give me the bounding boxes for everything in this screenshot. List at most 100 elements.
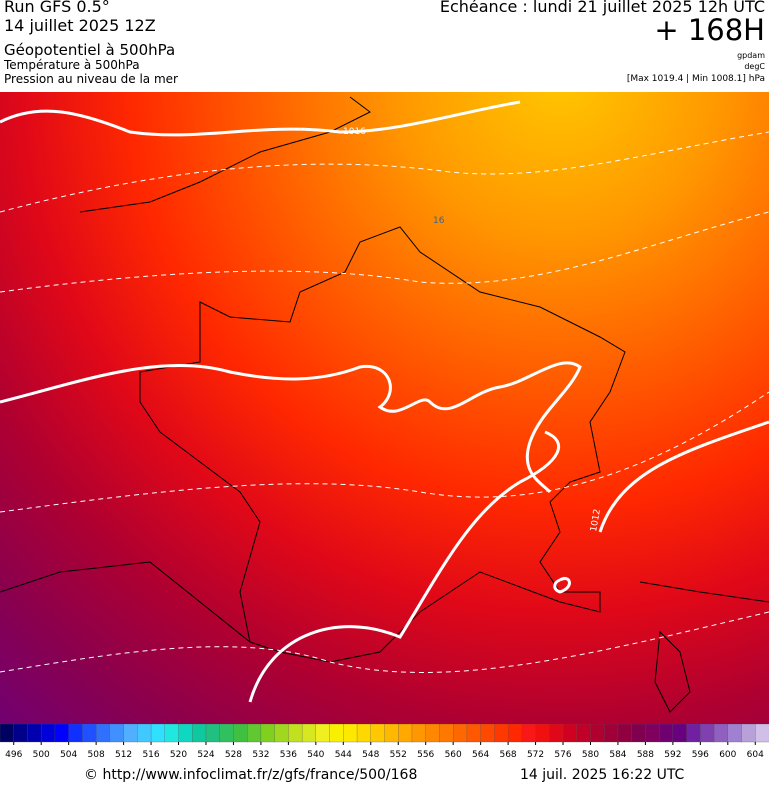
scale-label: 564 — [472, 750, 489, 760]
contour-label: 1012 — [589, 508, 603, 532]
scale-label: 512 — [115, 750, 132, 760]
scale-cell — [233, 724, 248, 743]
scale-label: 572 — [527, 750, 544, 760]
scale-cell — [205, 724, 221, 743]
scale-label: 532 — [252, 750, 269, 760]
scale-cell — [590, 724, 605, 743]
scale-cell — [439, 724, 454, 743]
pressure-range: [Max 1019.4 | Min 1008.1] hPa — [626, 74, 765, 84]
scale-cell — [219, 724, 235, 743]
scale-cell — [631, 724, 647, 743]
scale-cell — [164, 724, 180, 743]
scale-cell — [54, 724, 70, 743]
scale-label: 496 — [5, 750, 22, 760]
scale-label: 596 — [692, 750, 709, 760]
scale-cell — [713, 724, 729, 743]
scale-cell — [288, 724, 303, 743]
scale-cell — [494, 724, 509, 743]
scale-cell — [27, 724, 42, 743]
scale-cell — [260, 724, 276, 743]
scale-cell — [700, 724, 715, 743]
run-date: 14 juillet 2025 12Z — [4, 16, 156, 35]
scale-cell — [480, 724, 496, 743]
scale-cell — [109, 724, 125, 743]
contour-label: 16 — [433, 216, 445, 226]
scale-label: 552 — [390, 750, 407, 760]
scale-cell — [727, 724, 743, 743]
scale-cell — [82, 724, 97, 743]
scale-label: 584 — [609, 750, 626, 760]
scale-label: 508 — [88, 750, 105, 760]
scale-label: 520 — [170, 750, 187, 760]
scale-cell — [686, 724, 701, 743]
scale-cell — [178, 724, 193, 743]
scale-cell — [549, 724, 564, 743]
scale-label: 548 — [362, 750, 379, 760]
scale-cell — [658, 724, 674, 743]
scale-label: 604 — [747, 750, 764, 760]
scale-cell — [411, 724, 427, 743]
scale-label: 524 — [197, 750, 214, 760]
scale-cell — [398, 724, 413, 743]
scale-cell — [453, 724, 468, 743]
scale-cell — [150, 724, 166, 743]
run-title: Run GFS 0.5° — [4, 0, 110, 16]
scale-cell — [247, 724, 262, 743]
scale-cell — [466, 724, 482, 743]
scale-label: 540 — [307, 750, 324, 760]
scale-cell — [315, 724, 331, 743]
scale-cell — [755, 724, 769, 743]
scale-cell — [617, 724, 633, 743]
scale-label: 504 — [60, 750, 77, 760]
scale-cell — [123, 724, 138, 743]
scale-label: 600 — [719, 750, 736, 760]
scale-cell — [68, 724, 84, 743]
scale-label: 536 — [280, 750, 297, 760]
scale-cell — [0, 724, 15, 743]
coastlines — [0, 96, 769, 713]
scale-cell — [535, 724, 550, 743]
scale-label: 544 — [335, 750, 352, 760]
timestamp: 14 juil. 2025 16:22 UTC — [520, 767, 685, 783]
scale-cell — [645, 724, 660, 743]
scale-cell — [741, 724, 756, 743]
scale-cell — [521, 724, 537, 743]
scale-label: 588 — [637, 750, 654, 760]
scale-cell — [192, 724, 207, 743]
scale-label: 568 — [499, 750, 516, 760]
forecast-time: Echéance : lundi 21 juillet 2025 12h UTC — [439, 0, 765, 16]
source-url[interactable]: © http://www.infoclimat.fr/z/gfs/france/… — [84, 767, 418, 783]
color-scale: 496 500 504 508 512 516 520 524 528 532 536 540 544 5… — [0, 724, 769, 760]
scale-cell — [41, 724, 56, 743]
field-name: Pression au niveau de la mer — [4, 72, 178, 86]
field-name: Géopotentiel à 500hPa — [4, 41, 176, 59]
unit-label: degC — [744, 62, 765, 71]
field-name: Température à 500hPa — [4, 58, 140, 72]
scale-cell — [274, 724, 290, 743]
map: 1016 16 1012 — [0, 92, 769, 724]
forecast-horizon: + 168H — [654, 13, 765, 47]
scale-cell — [137, 724, 152, 743]
scale-cell — [370, 724, 386, 743]
scale-cell — [562, 724, 578, 743]
scale-cell — [356, 724, 372, 743]
scale-cell — [576, 724, 592, 743]
scale-cell — [95, 724, 111, 743]
isobars — [0, 100, 769, 703]
scale-cell — [604, 724, 619, 743]
scale-label: 556 — [417, 750, 434, 760]
unit-label: gpdam — [737, 51, 765, 60]
scale-label: 592 — [664, 750, 681, 760]
scale-cell — [425, 724, 441, 743]
scale-cell — [384, 724, 399, 743]
scale-label: 580 — [582, 750, 599, 760]
scale-label: 516 — [142, 750, 159, 760]
contour-label: 1016 — [343, 127, 366, 137]
scale-cell — [507, 724, 523, 743]
scale-label: 500 — [33, 750, 50, 760]
scale-cell — [343, 724, 358, 743]
scale-cell — [13, 724, 29, 743]
scale-cell — [672, 724, 688, 743]
scale-label: 560 — [445, 750, 462, 760]
